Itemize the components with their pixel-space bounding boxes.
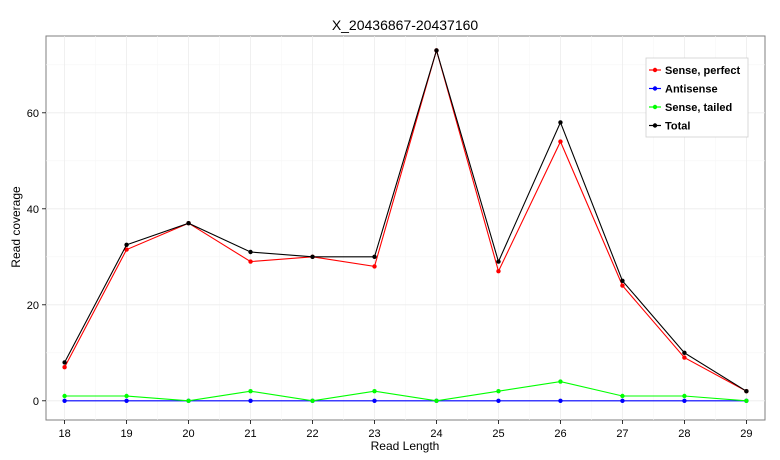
chart-title: X_20436867-20437160 (332, 17, 479, 33)
data-point (744, 398, 749, 403)
legend-item: Total (649, 121, 690, 133)
data-point (620, 398, 625, 403)
data-point (186, 221, 191, 226)
data-point (248, 398, 253, 403)
data-point (682, 350, 687, 355)
legend-label: Total (665, 121, 690, 133)
data-point (620, 278, 625, 283)
data-point (248, 389, 253, 394)
x-tick-label: 27 (616, 428, 628, 440)
legend-label: Sense, perfect (665, 65, 741, 77)
data-point (248, 259, 253, 264)
data-point (310, 254, 315, 259)
legend-item: Sense, tailed (649, 102, 732, 114)
data-point (372, 264, 377, 269)
data-point (310, 398, 315, 403)
data-point (620, 393, 625, 399)
series-line (64, 381, 747, 402)
x-tick-label: 21 (244, 428, 256, 440)
data-point (248, 249, 253, 255)
x-tick-label: 29 (740, 428, 752, 440)
data-point (496, 259, 501, 264)
legend-key-point (652, 104, 658, 110)
y-tick-label: 40 (27, 204, 39, 216)
data-point (496, 389, 501, 394)
x-tick-label: 25 (492, 428, 504, 440)
y-tick-label: 0 (33, 396, 39, 408)
series-line (64, 48, 747, 392)
x-axis-ticks: 18 19 20 21 22 23 24 25 26 27 28 29 (58, 420, 753, 440)
legend-label: Sense, tailed (665, 102, 732, 114)
x-tick-label: 18 (58, 428, 70, 440)
data-point (372, 389, 377, 394)
y-axis-label: Read coverage (9, 186, 23, 268)
x-tick-label: 26 (554, 428, 566, 440)
data-point (124, 393, 129, 399)
data-point (496, 398, 501, 403)
data-point (372, 254, 377, 259)
legend-item: Sense, perfect (649, 65, 741, 77)
legend: Sense, perfect Antisense Sense, tailed Tota… (645, 57, 749, 138)
series-line (64, 48, 747, 392)
grid-lines (46, 36, 765, 420)
x-tick-label: 20 (182, 428, 194, 440)
data-point (558, 398, 563, 403)
data-point (682, 355, 687, 360)
data-point (558, 120, 563, 125)
data-point (682, 398, 687, 403)
legend-label: Antisense (665, 84, 718, 96)
legend-key-point (652, 86, 658, 91)
data-point (434, 398, 439, 403)
data-point (558, 379, 563, 384)
data-point (496, 269, 501, 274)
data-point (124, 247, 129, 252)
data-point (558, 139, 563, 144)
y-axis-ticks: 0 20 40 60 (27, 108, 46, 408)
data-point (682, 393, 687, 399)
legend-box (645, 57, 749, 138)
data-point (62, 393, 67, 399)
series-layer (62, 48, 749, 403)
x-tick-label: 19 (120, 428, 132, 440)
x-axis-label: Read Length (371, 439, 440, 453)
y-tick-label: 20 (27, 300, 39, 312)
legend-item: Antisense (649, 84, 718, 96)
series-sense-tailed (62, 379, 749, 403)
data-point (62, 365, 67, 370)
data-point (62, 360, 67, 365)
data-point (62, 398, 67, 403)
x-tick-label: 28 (678, 428, 690, 440)
data-point (620, 283, 625, 288)
x-tick-label: 22 (306, 428, 318, 440)
data-point (124, 398, 129, 403)
legend-key-point (652, 123, 658, 128)
data-point (186, 398, 191, 403)
data-point (434, 48, 439, 53)
legend-key-point (652, 67, 658, 73)
series-total (62, 48, 749, 394)
y-tick-label: 60 (27, 108, 39, 120)
x-tick-label: 24 (430, 428, 442, 440)
x-tick-label: 23 (368, 428, 380, 440)
data-point (124, 242, 129, 247)
data-point (744, 389, 749, 394)
data-point (372, 398, 377, 403)
